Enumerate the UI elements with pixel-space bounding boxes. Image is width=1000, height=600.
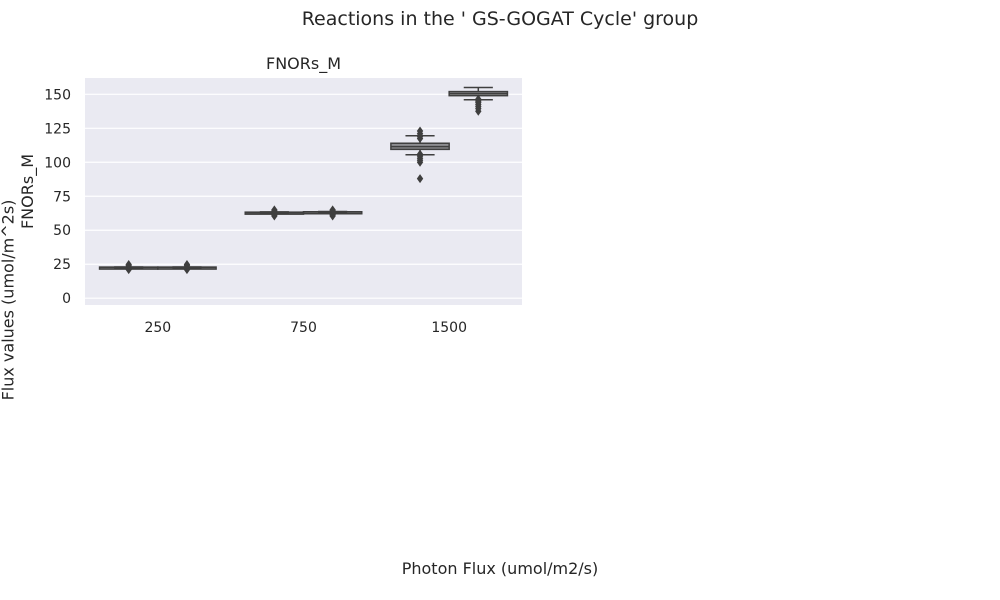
- outlier-point: [125, 260, 132, 269]
- outlier-point: [416, 149, 424, 159]
- figure-title: Reactions in the ' GS-GOGAT Cycle' group: [301, 8, 699, 30]
- y-tick-label: 50: [53, 223, 71, 239]
- outlier-point: [416, 126, 424, 136]
- y-tick-label: 75: [53, 189, 71, 205]
- outlier-point: [475, 94, 482, 104]
- outlier-point: [183, 260, 191, 269]
- box-750-1: [302, 205, 363, 221]
- box-1500-1: [448, 86, 509, 116]
- subplot-y-axis-label: FNORs_M: [18, 154, 38, 229]
- plot-area: [85, 78, 522, 305]
- box-1500-0: [390, 126, 450, 184]
- outlier-point: [416, 174, 424, 184]
- x-tick-label: 1500: [431, 320, 467, 336]
- x-tick-label: 250: [144, 320, 171, 336]
- y-tick-label: 0: [62, 291, 71, 307]
- x-tick-label: 750: [290, 320, 317, 336]
- box-250-1: [157, 260, 217, 275]
- outlier-point: [271, 205, 278, 215]
- y-tick-label: 125: [44, 121, 71, 137]
- outlier-point: [329, 205, 336, 215]
- figure-x-axis-label: Photon Flux (umol/m2/s): [401, 559, 599, 578]
- y-tick-label: 100: [44, 155, 71, 171]
- subplot-title: FNORs_M: [266, 54, 341, 74]
- box-250-0: [98, 260, 159, 275]
- y-tick-label: 25: [53, 257, 71, 273]
- y-tick-label: 150: [44, 87, 71, 103]
